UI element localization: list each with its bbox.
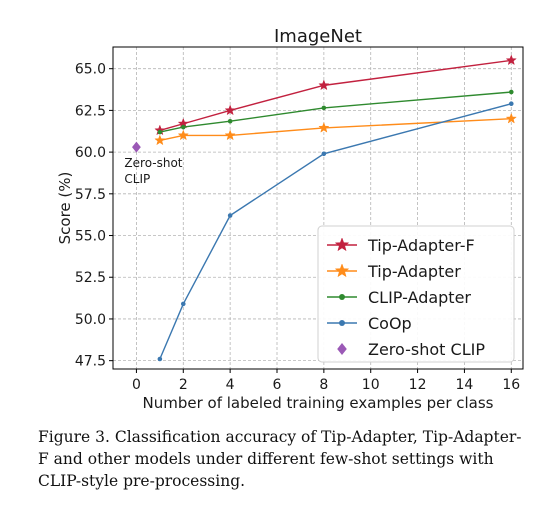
plot-frame bbox=[112, 46, 524, 370]
annotation-label: Zero-shot CLIP bbox=[124, 156, 182, 186]
y-tick-label: 52.5 bbox=[75, 270, 106, 286]
y-tick-label: 62.5 bbox=[75, 103, 106, 119]
tip-adapter-point bbox=[505, 112, 517, 124]
y-axis-label: Score (%) bbox=[56, 172, 74, 245]
zero-shot-clip-point bbox=[132, 141, 141, 153]
legend: Tip-Adapter-F Tip-Adapter CLIP-Adapter CoOp… bbox=[317, 225, 515, 363]
legend-label-tip-adapter-f: Tip-Adapter-F bbox=[367, 236, 475, 255]
figure-caption: Figure 3. Classification accuracy of Tip… bbox=[38, 428, 522, 490]
legend-label-coop: CoOp bbox=[368, 314, 412, 333]
annotation-line: CLIP bbox=[124, 172, 150, 186]
x-tick-label: 2 bbox=[179, 377, 188, 393]
x-tick-label: 4 bbox=[226, 377, 235, 393]
tip-adapter-point bbox=[154, 134, 166, 146]
coop-point bbox=[321, 151, 327, 157]
x-tick-label: 12 bbox=[409, 377, 427, 393]
y-tick-label: 47.5 bbox=[75, 354, 106, 370]
y-tick-label: 65.0 bbox=[75, 62, 106, 78]
annotation-line: Zero-shot bbox=[124, 156, 182, 170]
legend-box bbox=[317, 225, 515, 363]
annotations: Zero-shot CLIP bbox=[124, 156, 182, 186]
y-tick-label: 50.0 bbox=[75, 312, 106, 328]
axis-ticks: 0 2 4 6 8 10 12 14 16 47.5 50.0 52.5 55.0 57.5 60.0 62.… bbox=[75, 62, 520, 393]
legend-marker-tip-adapter-f bbox=[334, 237, 350, 252]
y-tick-label: 60.0 bbox=[75, 145, 106, 161]
coop-point bbox=[508, 101, 514, 107]
clip-adapter-point bbox=[180, 124, 186, 130]
tip-adapter-point bbox=[177, 129, 189, 141]
y-tick-label: 57.5 bbox=[75, 187, 106, 203]
tip-adapter-f-point bbox=[224, 104, 236, 116]
tip-adapter-point bbox=[318, 122, 330, 133]
coop-point bbox=[180, 301, 186, 307]
tip-adapter-f-point bbox=[318, 79, 330, 91]
legend-marker-tip-adapter bbox=[334, 263, 350, 278]
x-tick-label: 8 bbox=[319, 377, 328, 393]
clip-adapter-point bbox=[508, 89, 514, 95]
clip-adapter-line bbox=[159, 91, 512, 133]
legend-label-zero-shot-clip: Zero-shot CLIP bbox=[368, 340, 485, 359]
tip-adapter-line bbox=[159, 118, 512, 142]
chart-title: ImageNet bbox=[274, 26, 362, 47]
coop-point bbox=[157, 356, 163, 362]
x-tick-label: 14 bbox=[456, 377, 474, 393]
clip-adapter-point bbox=[157, 129, 163, 135]
x-tick-label: 0 bbox=[132, 377, 141, 393]
x-axis-label: Number of labeled training examples per … bbox=[143, 394, 494, 412]
x-tick-label: 16 bbox=[502, 377, 520, 393]
data-series bbox=[132, 54, 517, 362]
tip-adapter-f-point bbox=[505, 54, 517, 66]
tip-adapter-point bbox=[224, 129, 236, 141]
legend-marker-zero-shot-clip bbox=[337, 343, 347, 355]
legend-marker-coop bbox=[339, 320, 345, 326]
y-tick-label: 55.0 bbox=[75, 229, 106, 245]
x-tick-label: 6 bbox=[273, 377, 282, 393]
legend-label-tip-adapter: Tip-Adapter bbox=[367, 262, 461, 281]
coop-point bbox=[227, 213, 233, 218]
clip-adapter-point bbox=[227, 118, 233, 124]
clip-adapter-point bbox=[321, 105, 327, 111]
legend-label-clip-adapter: CLIP-Adapter bbox=[368, 288, 471, 307]
x-tick-label: 10 bbox=[362, 377, 380, 393]
chart-figure: ImageNet 0 2 4 6 8 10 12 14 16 47.5 50.0 52.5 55.0 57… bbox=[56, 26, 524, 412]
legend-marker-clip-adapter bbox=[339, 294, 345, 300]
tip-adapter-f-line bbox=[159, 59, 512, 132]
